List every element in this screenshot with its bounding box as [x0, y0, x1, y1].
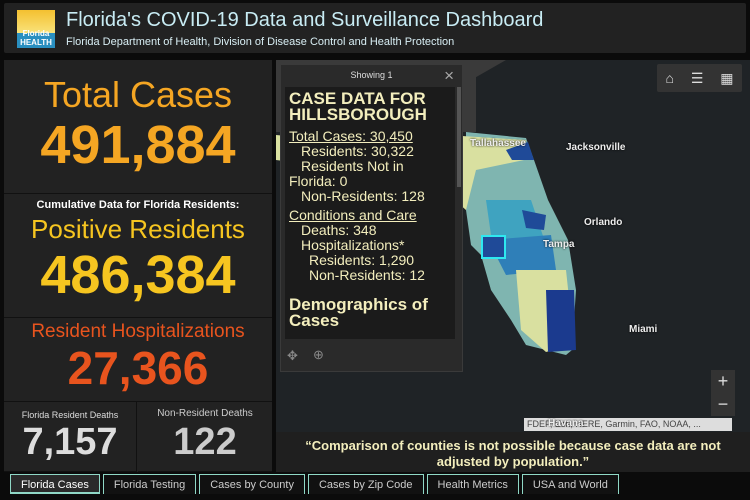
florida-health-logo: Florida HEALTH — [17, 10, 55, 48]
tab-florida-cases[interactable]: Florida Cases — [10, 474, 100, 494]
city-label: Havana — [548, 418, 584, 429]
positive-residents-card: Cumulative Data for Florida Residents: P… — [4, 194, 272, 318]
conditions-heading: Conditions and Care — [289, 207, 417, 223]
nonres-deaths-card: Non-Resident Deaths 122 — [138, 402, 272, 472]
home-icon[interactable]: ⌂ — [665, 70, 674, 86]
total-cases-card: Total Cases 491,884 — [4, 60, 272, 194]
hospitalizations-value: 27,366 — [67, 342, 209, 394]
tab-usa-world[interactable]: USA and World — [521, 474, 619, 494]
page-subtitle: Florida Department of Health, Division o… — [66, 36, 455, 48]
city-label: Tallahassee — [470, 138, 526, 149]
tab-florida-testing[interactable]: Florida Testing — [102, 474, 197, 494]
demographics-heading: Demographics of Cases — [289, 295, 428, 330]
nonres-deaths-value: 122 — [173, 421, 237, 463]
tab-cases-by-county[interactable]: Cases by County — [199, 474, 305, 494]
total-cases-label: Total Cases — [43, 74, 233, 115]
map-attribution: FDEP, Esri, HERE, Garmin, FAO, NOAA, ... — [524, 418, 732, 431]
tab-cases-by-zip[interactable]: Cases by Zip Code — [307, 474, 424, 494]
residents-not-in-line: Residents Not in — [301, 158, 404, 174]
city-label: Tampa — [543, 239, 575, 250]
hosp-nonresidents-line: Non-Residents: 12 — [309, 267, 425, 283]
basemap-gallery-icon[interactable]: ▦ — [720, 69, 734, 86]
city-label: Jacksonville — [566, 142, 626, 153]
city-label: Orlando — [584, 217, 623, 228]
hosp-residents-line: Residents: 1,290 — [309, 252, 415, 268]
fl-deaths-card: Florida Resident Deaths 7,157 — [4, 402, 137, 472]
pan-icon[interactable]: ✥ — [287, 348, 298, 363]
tab-health-metrics[interactable]: Health Metrics — [426, 474, 519, 494]
residents-line: Residents: 30,322 — [301, 143, 414, 159]
deaths-line: Deaths: 348 — [301, 222, 377, 238]
popup-count: Showing 1 — [350, 70, 393, 80]
non-residents-line: Non-Residents: 128 — [301, 188, 425, 204]
cumulative-label: Cumulative Data for Florida Residents: — [36, 199, 240, 211]
zoom-in-button[interactable]: + — [717, 371, 729, 391]
total-cases-line: Total Cases: 30,450 — [289, 128, 413, 144]
total-cases-value: 491,884 — [40, 115, 236, 175]
fl-deaths-value: 7,157 — [22, 421, 118, 463]
florida-line: Florida: 0 — [289, 173, 348, 189]
zoom-out-button[interactable]: − — [717, 394, 729, 414]
fl-deaths-label: Florida Resident Deaths — [21, 410, 119, 420]
popup-content: CASE DATA FOR HILLSBOROUGH Total Cases: … — [285, 87, 455, 339]
positive-residents-value: 486,384 — [40, 245, 236, 305]
header: Florida HEALTH Florida's COVID-19 Data an… — [4, 3, 746, 53]
city-label: Miami — [629, 324, 658, 335]
legend-icon[interactable]: ☰ — [690, 69, 704, 86]
positive-residents-label: Positive Residents — [31, 214, 245, 244]
popup-heading: CASE DATA FOR HILLSBOROUGH — [289, 89, 427, 124]
tab-bar: Florida Cases Florida Testing Cases by C… — [10, 474, 619, 494]
popup-scrollbar[interactable] — [457, 87, 461, 187]
disclaimer-quote: “Comparison of counties is not possible … — [276, 432, 750, 472]
hospitalizations-label: Resident Hospitalizations — [31, 321, 245, 342]
nonres-deaths-label: Non-Resident Deaths — [157, 408, 253, 419]
close-icon[interactable]: × — [444, 66, 454, 85]
zoom-to-icon[interactable]: ⊕ — [313, 347, 324, 362]
hospitalizations-card: Resident Hospitalizations 27,366 — [4, 318, 272, 402]
stats-panel: Total Cases 491,884 Cumulative Data for … — [4, 60, 272, 472]
zoom-controls: + − — [711, 370, 735, 416]
hosp-line: Hospitalizations* — [301, 237, 405, 253]
page-title: Florida's COVID-19 Data and Surveillance… — [66, 9, 544, 31]
map-toolbar: ⌂ ☰ ▦ — [657, 64, 742, 92]
county-popup: Showing 1 × CASE DATA FOR HILLSBOROUGH T… — [280, 64, 463, 372]
